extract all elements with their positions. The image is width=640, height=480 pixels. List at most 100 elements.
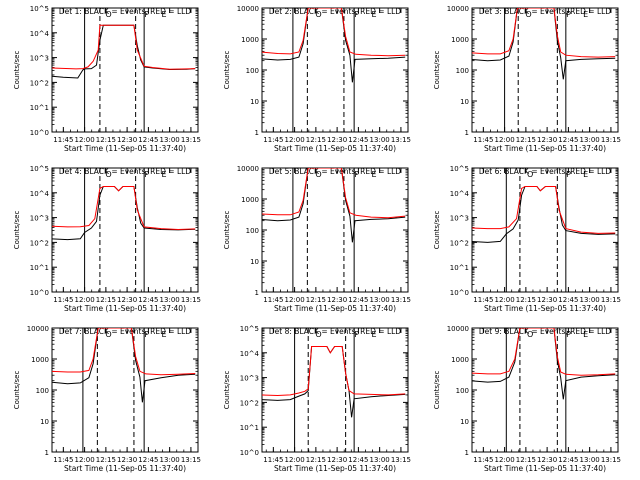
x-tick-label: 11:45	[53, 136, 73, 144]
series-events-line	[472, 186, 616, 243]
y-tick-label: 10^0	[30, 129, 49, 137]
y-axis-label: Counts/sec	[13, 371, 21, 410]
y-tick-label: 10000	[447, 325, 469, 333]
detector-panel-1: 10^010^110^210^310^410^511:45 12:00 12:15 1…	[13, 5, 201, 153]
x-tick-label: 12:45	[348, 296, 368, 304]
x-axis-label: Start Time (11-Sep-05 11:37:40)	[484, 304, 606, 313]
x-tick-label: 13:00	[580, 296, 600, 304]
x-axis-label: Start Time (11-Sep-05 11:37:40)	[274, 304, 396, 313]
y-tick-label: 100	[456, 67, 469, 75]
y-axis-label: Counts/sec	[433, 211, 441, 250]
x-tick-label: 13:15	[181, 136, 201, 144]
y-tick-label: 10^0	[240, 449, 259, 457]
y-tick-label: 10^4	[30, 30, 50, 38]
x-tick-label: 13:00	[580, 456, 600, 464]
x-tick-label: 11:45	[53, 456, 73, 464]
detector-panel-9: 1 10 100 1000 10000 11:45 12:00 12:15 12:30 12:45…	[433, 325, 621, 473]
marker-p: P	[566, 330, 571, 339]
x-axis-label: Start Time (11-Sep-05 11:37:40)	[274, 464, 396, 473]
plot-frame	[471, 167, 619, 293]
y-tick-label: 1	[465, 129, 469, 137]
y-tick-label: 10000	[27, 325, 49, 333]
x-tick-label: 12:30	[327, 456, 347, 464]
y-tick-label: 10^1	[240, 424, 259, 432]
x-tick-label: 12:15	[516, 136, 536, 144]
detector-panel-3: 1 10 100 1000 10000 11:45 12:00 12:15 12:30 12:45…	[433, 5, 621, 153]
series-lld-line	[52, 328, 196, 376]
x-tick-label: 12:30	[537, 296, 557, 304]
y-tick-label: 1	[465, 449, 469, 457]
y-tick-label: 1000	[451, 356, 469, 364]
y-tick-label: 100	[456, 387, 469, 395]
x-tick-label: 11:45	[263, 136, 283, 144]
x-tick-label: 13:00	[160, 456, 180, 464]
marker-p: P	[144, 330, 149, 339]
marker-p: P	[354, 10, 359, 19]
y-tick-label: 1000	[241, 196, 259, 204]
series-events-line	[472, 8, 616, 80]
x-tick-label: 12:00	[495, 296, 515, 304]
y-tick-label: 10	[250, 98, 259, 106]
y-axis-label: Counts/sec	[433, 51, 441, 90]
y-tick-label: 10	[460, 98, 469, 106]
x-tick-label: 12:00	[495, 136, 515, 144]
x-tick-label: 12:00	[75, 296, 95, 304]
plot-frame	[51, 7, 199, 133]
marker-p: P	[144, 10, 149, 19]
series-events-line	[262, 346, 406, 418]
plot-frame	[261, 7, 409, 133]
series-events-line	[262, 168, 406, 243]
y-axis-label: Counts/sec	[223, 51, 231, 90]
x-tick-label: 13:15	[601, 296, 621, 304]
panel-title: Det 4: BLACK = Events, RED = LLD	[59, 167, 191, 176]
y-tick-label: 10	[40, 418, 49, 426]
y-tick-label: 10^0	[450, 289, 469, 297]
series-events-line	[52, 24, 196, 79]
detector-panel-4: 10^010^110^210^310^410^511:45 12:00 12:15 1…	[13, 165, 201, 313]
marker-o: O	[315, 170, 321, 179]
series-lld-line	[472, 328, 616, 376]
x-axis-label: Start Time (11-Sep-05 11:37:40)	[484, 144, 606, 153]
y-tick-label: 10^5	[450, 165, 469, 173]
marker-e: E	[583, 10, 588, 19]
x-tick-label: 13:00	[160, 296, 180, 304]
marker-o: O	[315, 10, 321, 19]
x-tick-label: 12:45	[348, 456, 368, 464]
y-tick-label: 10^4	[30, 190, 50, 198]
marker-o: O	[525, 10, 531, 19]
x-tick-label: 13:15	[391, 456, 411, 464]
y-tick-label: 1000	[31, 356, 49, 364]
y-tick-label: 1000	[451, 36, 469, 44]
x-tick-label: 11:45	[263, 296, 283, 304]
panel-title: Det 2: BLACK = Events, RED = LLD	[269, 7, 401, 16]
x-tick-label: 11:45	[53, 296, 73, 304]
plot-frame	[51, 327, 199, 453]
x-tick-label: 13:00	[370, 136, 390, 144]
panel-title: Det 1: BLACK = Events, RED = LLD	[59, 7, 191, 16]
y-tick-label: 10	[460, 418, 469, 426]
x-tick-label: 11:45	[473, 296, 493, 304]
series-lld-line	[52, 186, 196, 231]
x-tick-label: 12:45	[138, 456, 158, 464]
y-axis-label: Counts/sec	[13, 211, 21, 250]
x-tick-label: 12:00	[495, 456, 515, 464]
x-tick-label: 12:30	[537, 456, 557, 464]
y-tick-label: 10^5	[30, 5, 49, 13]
y-tick-label: 10^3	[240, 375, 259, 383]
series-events-line	[472, 328, 616, 400]
x-tick-label: 11:45	[263, 456, 283, 464]
marker-o: O	[105, 10, 111, 19]
y-tick-label: 10^4	[450, 190, 470, 198]
y-tick-label: 1	[255, 289, 259, 297]
x-tick-label: 12:15	[96, 136, 116, 144]
marker-o: O	[315, 330, 321, 339]
series-events-line	[52, 328, 196, 403]
marker-e: E	[161, 10, 166, 19]
x-tick-label: 13:15	[181, 456, 201, 464]
y-tick-label: 10000	[237, 165, 259, 173]
x-tick-label: 12:45	[558, 296, 578, 304]
marker-o: O	[105, 170, 111, 179]
x-tick-label: 12:30	[537, 136, 557, 144]
plot-frame	[261, 327, 409, 453]
detector-panel-5: 1 10 100 1000 10000 11:45 12:00 12:15 12:30 12:45…	[223, 165, 411, 313]
